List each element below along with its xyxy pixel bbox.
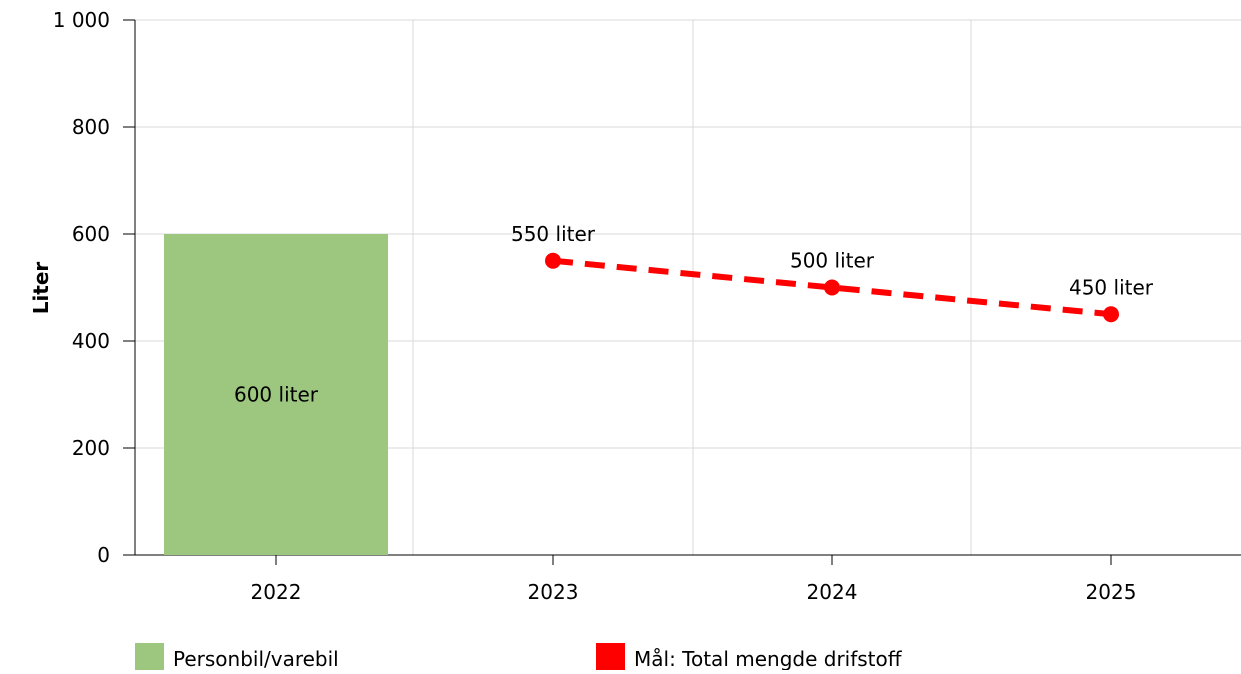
line-data-label: 550 liter bbox=[511, 222, 596, 246]
x-tick-label: 2022 bbox=[251, 580, 302, 604]
line-data-label: 500 liter bbox=[790, 249, 875, 273]
legend-swatch bbox=[135, 643, 164, 670]
y-tick-label: 600 bbox=[72, 222, 110, 246]
y-tick-label: 0 bbox=[97, 543, 110, 567]
data-labels: 600 liter 550 liter 500 liter 450 liter bbox=[234, 222, 1154, 407]
legend-item[interactable]: Personbil/varebil bbox=[135, 643, 339, 671]
y-tick-label: 200 bbox=[72, 436, 110, 460]
y-tick-label: 1 000 bbox=[53, 8, 110, 32]
bar-data-label: 600 liter bbox=[234, 383, 319, 407]
legend-label: Personbil/varebil bbox=[173, 647, 339, 670]
x-tick-label: 2023 bbox=[528, 580, 579, 604]
line-point[interactable] bbox=[824, 279, 840, 296]
x-tick-label: 2025 bbox=[1086, 580, 1137, 604]
axes: 0 200 400 600 800 1 000 2022 2023 2024 2025 bbox=[53, 8, 1241, 604]
y-axis-title: Liter bbox=[29, 262, 53, 315]
line-point[interactable] bbox=[545, 252, 561, 269]
legend-label: Mål: Total mengde drifstoff bbox=[634, 647, 903, 670]
y-tick-label: 400 bbox=[72, 329, 110, 353]
legend[interactable]: Personbil/varebil Mål: Total mengde drifs… bbox=[135, 643, 903, 671]
data-marks bbox=[164, 234, 1119, 555]
y-tick-label: 800 bbox=[72, 115, 110, 139]
bar[interactable] bbox=[164, 234, 388, 555]
legend-item[interactable]: Mål: Total mengde drifstoff bbox=[596, 643, 903, 671]
target-line bbox=[552, 257, 1112, 318]
line-data-label: 450 liter bbox=[1069, 275, 1154, 299]
x-tick-label: 2024 bbox=[807, 580, 858, 604]
legend-swatch bbox=[596, 643, 625, 670]
line-point[interactable] bbox=[1103, 306, 1119, 323]
